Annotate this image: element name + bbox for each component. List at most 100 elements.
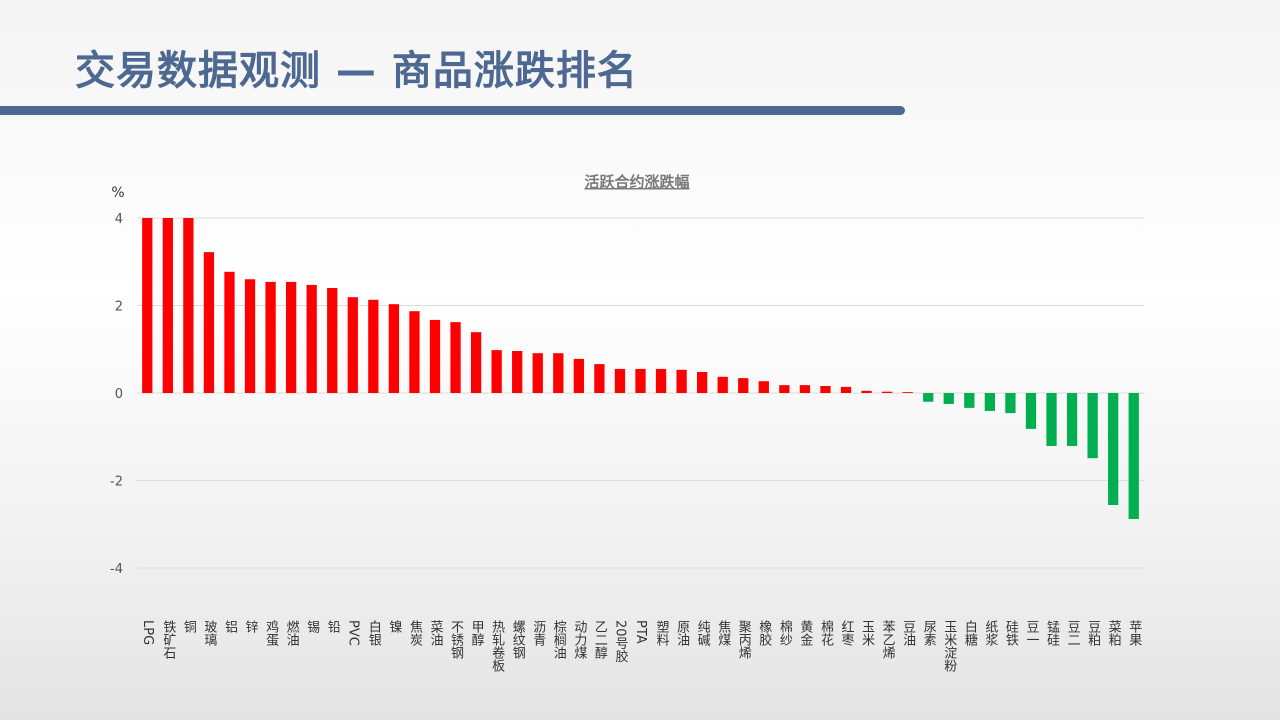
bar (491, 350, 502, 393)
x-tick-label: 菜油 (427, 620, 443, 646)
x-tick-label: LPG (140, 620, 155, 645)
bar (203, 252, 215, 393)
bar (799, 385, 811, 393)
y-tick-label: -4 (110, 562, 123, 577)
bar (470, 332, 482, 393)
x-tick-label: 焦煤 (715, 620, 731, 646)
bar (162, 218, 173, 393)
x-tick-label: 豆粕 (1085, 620, 1101, 646)
bar (861, 390, 872, 393)
bar (964, 393, 975, 408)
bar (614, 368, 626, 393)
x-tick-label: 动力煤 (571, 620, 587, 659)
bar (553, 353, 564, 393)
x-tick-label: 黄金 (797, 620, 813, 646)
x-tick-label: 橡胶 (756, 620, 772, 647)
x-tick-label: 锰硅 (1044, 620, 1060, 646)
x-tick-label: 聚丙烯 (736, 620, 752, 659)
bar (1087, 393, 1098, 459)
x-tick-label: 热轧卷板 (489, 620, 505, 673)
bar (532, 353, 543, 393)
bar (594, 364, 605, 393)
y-tick-label: 2 (115, 300, 123, 315)
x-tick-label: 不锈钢 (448, 620, 464, 660)
x-tick-label: 菜粕 (1106, 620, 1122, 646)
bar (923, 393, 934, 402)
bar (717, 376, 728, 393)
bar (738, 378, 749, 393)
bar (779, 385, 790, 393)
bar (265, 281, 276, 393)
x-tick-label: 铜 (181, 620, 197, 633)
x-tick-label: PTA (633, 620, 648, 644)
slide-title: 交易数据观测 — 商品涨跌排名 (75, 48, 638, 94)
bar (1128, 393, 1139, 519)
bar (306, 284, 317, 393)
bar (697, 372, 708, 393)
bar (347, 297, 358, 393)
x-tick-label: 20号胶 (612, 620, 628, 664)
bar (388, 304, 400, 393)
x-tick-label: 棕榈油 (551, 620, 567, 659)
bar (244, 279, 256, 393)
y-tick-label: -2 (110, 475, 123, 490)
x-tick-label: 纸浆 (982, 620, 998, 646)
x-tick-label: 铝 (222, 620, 238, 633)
x-tick-label: 铅 (325, 620, 341, 633)
y-tick-label: 4 (115, 212, 123, 227)
y-tick-label: 0 (115, 387, 123, 402)
bar (573, 358, 584, 393)
x-tick-label: 镍 (386, 620, 402, 633)
bar (512, 351, 523, 393)
title-bar (0, 106, 905, 115)
x-tick-label: 白糖 (962, 619, 978, 647)
x-tick-label: 甲醇 (469, 620, 485, 646)
bar (183, 218, 194, 393)
x-tick-label: 纯碱 (695, 620, 711, 646)
x-tick-label: 豆油 (900, 620, 916, 646)
x-tick-label: 焦炭 (407, 620, 423, 647)
bar (1005, 393, 1016, 414)
bar (142, 218, 153, 393)
bar (327, 288, 338, 393)
x-tick-label: PVC (345, 620, 360, 646)
bar (881, 391, 893, 393)
x-tick-label: 沥青 (530, 620, 546, 646)
bar (820, 386, 831, 393)
bar (758, 381, 769, 393)
bar (902, 392, 913, 393)
x-tick-label: 棉花 (818, 620, 834, 647)
bar (450, 322, 461, 393)
x-tick-label: 苯乙烯 (880, 620, 896, 659)
x-tick-label: 豆二 (1065, 620, 1081, 646)
x-tick-label: 原油 (674, 620, 690, 646)
bar (676, 369, 687, 393)
bar (368, 299, 379, 393)
bar (409, 311, 420, 393)
x-tick-label: 玻璃 (201, 620, 217, 646)
bar (285, 281, 297, 393)
bar (840, 386, 852, 393)
x-tick-label: 锡 (304, 620, 320, 633)
x-tick-label: 豆一 (1023, 620, 1039, 646)
x-tick-label: 螺纹钢 (510, 620, 526, 660)
x-tick-label: 尿素 (921, 620, 937, 646)
bar (984, 393, 996, 411)
bar (429, 319, 441, 393)
x-tick-label: 玉米淀粉 (941, 620, 957, 672)
bar (635, 368, 646, 393)
x-tick-label: 棉纱 (777, 620, 793, 646)
x-tick-label: 铁矿石 (160, 620, 176, 659)
x-tick-label: 白银 (366, 619, 382, 646)
y-unit: % (111, 185, 124, 201)
bar (943, 393, 954, 404)
bar (1108, 393, 1119, 505)
x-tick-label: 塑料 (654, 620, 670, 646)
x-tick-label: 硅铁 (1003, 620, 1019, 646)
x-tick-label: 锌 (243, 620, 259, 633)
x-tick-label: 红枣 (839, 619, 855, 646)
x-tick-label: 乙二醇 (592, 620, 608, 659)
bar (1066, 393, 1078, 446)
